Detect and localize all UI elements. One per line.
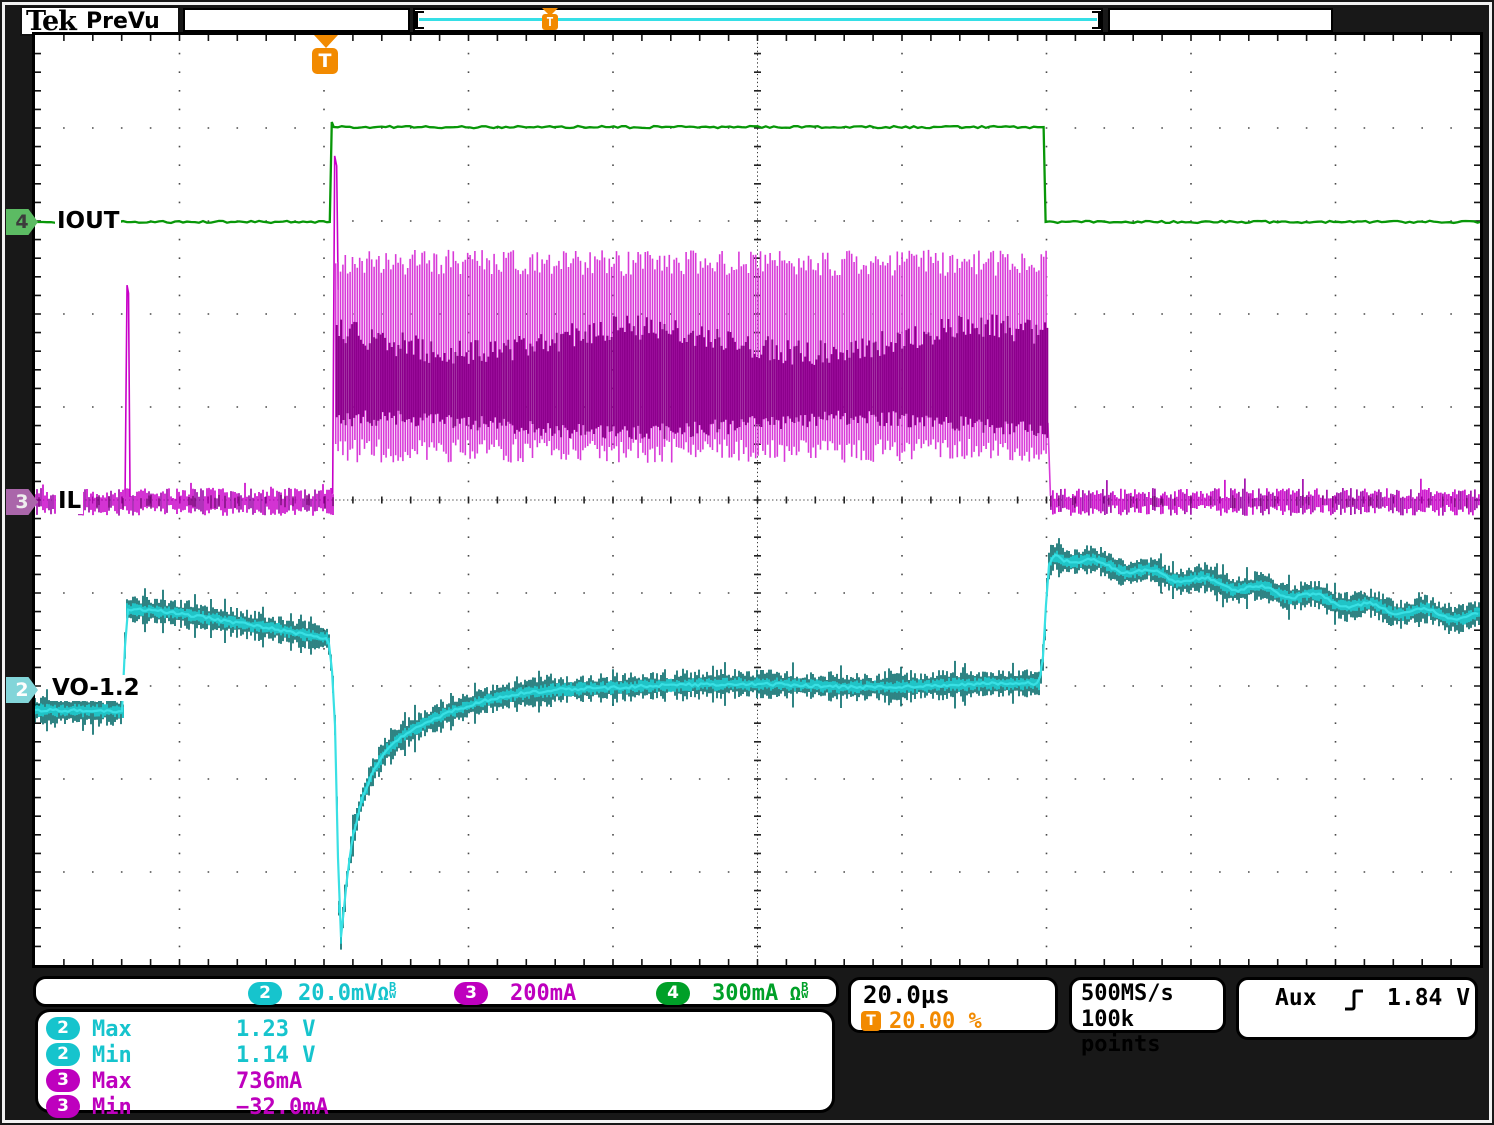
measurement-value: −32.0mA — [236, 1095, 329, 1120]
measurement-name: Min — [92, 1043, 132, 1068]
record-view-waveform-line — [419, 18, 1097, 21]
record-view-bar[interactable]: T — [413, 8, 1103, 32]
record-view-trigger-marker: T — [539, 8, 561, 30]
measurement-value: 1.23 V — [236, 1017, 316, 1042]
tek-logo: Tek — [26, 6, 77, 37]
trigger-t-icon: T — [861, 1011, 881, 1031]
measurement-row: 3 Min −32.0mA — [38, 1095, 832, 1121]
record-view-right-bracket — [1092, 11, 1101, 29]
trace-label-il: IL — [56, 488, 84, 514]
channel-3-scale: 200mA — [510, 981, 577, 1006]
trigger-t-icon: T — [312, 48, 338, 74]
measurement-name: Max — [92, 1017, 132, 1042]
measurement-row: 3 Max 736mA — [38, 1069, 832, 1095]
record-view-left-bracket — [415, 11, 424, 29]
channel-4-badge[interactable]: 4 — [656, 982, 690, 1005]
channel-2-badge: 2 — [46, 1043, 80, 1066]
trigger-level: 1.84 V — [1387, 985, 1471, 1011]
channel-2-badge[interactable]: 2 — [248, 982, 282, 1005]
trace-label-vo: VO-1.2 — [50, 675, 142, 701]
channel-2-badge: 2 — [46, 1017, 80, 1040]
channel-3-badge[interactable]: 3 — [454, 982, 488, 1005]
waveform-display — [35, 35, 1480, 965]
trigger-position-marker[interactable]: T — [312, 35, 340, 74]
trigger-position-percent: 20.00 % — [889, 1009, 982, 1034]
trigger-arrow-icon — [542, 8, 558, 16]
measurement-row: 2 Min 1.14 V — [38, 1043, 832, 1069]
header-empty-box-left — [183, 8, 410, 32]
graticule: T IOUT IL VO-1.2 — [32, 32, 1483, 968]
record-length: 100k points — [1081, 1007, 1161, 1057]
acquisition-box: 500MS/s 100k points — [1069, 977, 1226, 1057]
measurement-value: 736mA — [236, 1069, 303, 1094]
trigger-arrow-icon — [314, 35, 338, 48]
header-empty-box-right — [1108, 8, 1333, 32]
measurement-value: 1.14 V — [236, 1043, 316, 1068]
measurement-box: 2 Max 1.23 V 2 Min 1.14 V 3 Max 736mA 3 … — [35, 1009, 835, 1120]
sample-rate: 500MS/s — [1081, 981, 1174, 1006]
channel-3-badge: 3 — [46, 1095, 80, 1118]
rising-edge-icon — [1345, 989, 1363, 1011]
timebase-value: 20.0µs — [863, 981, 950, 1009]
trigger-readout-box: Aux 1.84 V — [1236, 977, 1478, 1040]
trigger-source: Aux — [1275, 985, 1317, 1011]
trace-label-iout: IOUT — [55, 208, 122, 234]
acquisition-status: PreVu — [86, 9, 160, 34]
timebase-box: 20.0µs T 20.00 % — [848, 977, 1058, 1034]
measurement-row: 2 Max 1.23 V — [38, 1017, 832, 1043]
channel-3-badge: 3 — [46, 1069, 80, 1092]
trigger-t-icon: T — [542, 14, 558, 30]
measurement-name: Min — [92, 1095, 132, 1120]
measurement-name: Max — [92, 1069, 132, 1094]
